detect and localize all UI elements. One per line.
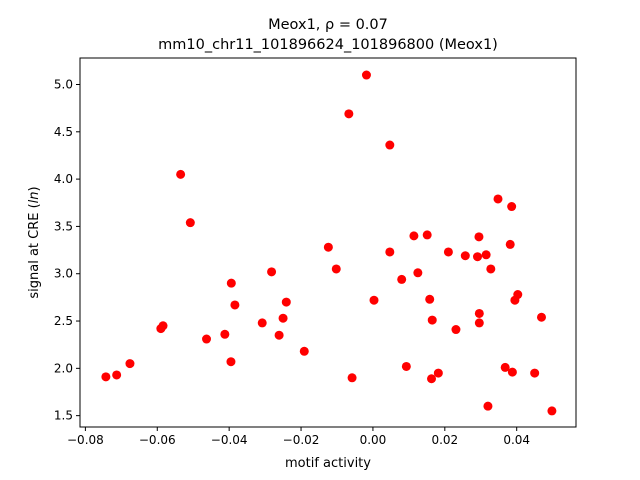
- data-point: [505, 239, 515, 249]
- data-point: [112, 370, 122, 380]
- data-point: [257, 318, 267, 328]
- y-axis-label: signal at CRE (ln): [27, 186, 42, 298]
- y-axis-label-prefix: signal at CRE (: [27, 203, 42, 298]
- data-point: [185, 218, 195, 228]
- x-axis-label: motif activity: [285, 456, 371, 471]
- data-point: [493, 194, 503, 204]
- data-point: [483, 401, 493, 411]
- data-point: [409, 231, 419, 241]
- data-point: [158, 321, 168, 331]
- data-point: [361, 70, 371, 80]
- data-point: [481, 250, 491, 260]
- data-point: [101, 372, 111, 382]
- plot-area: [79, 57, 577, 428]
- data-point: [507, 367, 517, 377]
- y-tick-label: 4.5: [54, 125, 73, 139]
- data-point: [536, 312, 546, 322]
- data-point: [413, 268, 423, 278]
- x-tick-label: 0.04: [503, 433, 530, 447]
- data-point: [401, 361, 411, 371]
- y-axis-ticks: 1.5 2.0 2.5 3.0 3.5 4.0 4.5 5.0: [54, 77, 80, 423]
- data-point: [474, 318, 484, 328]
- x-axis-ticks: −0.08 −0.06 −0.04 −0.02 0.00 0.02 0.04: [67, 427, 530, 447]
- data-point: [299, 346, 309, 356]
- data-points: [101, 70, 557, 416]
- x-tick-label: −0.08: [67, 433, 104, 447]
- data-point: [331, 264, 341, 274]
- x-tick-label: −0.06: [139, 433, 176, 447]
- y-tick-label: 2.0: [54, 361, 73, 375]
- x-tick-label: 0.02: [431, 433, 458, 447]
- y-tick-label: 5.0: [54, 77, 73, 91]
- x-tick-label: −0.04: [211, 433, 248, 447]
- plot-frame: [79, 57, 577, 428]
- data-point: [425, 294, 435, 304]
- data-point: [344, 109, 354, 119]
- y-tick-label: 3.5: [54, 219, 73, 233]
- data-point: [278, 313, 288, 323]
- data-point: [500, 362, 510, 372]
- data-point: [226, 278, 236, 288]
- data-point: [385, 247, 395, 257]
- y-tick-label: 4.0: [54, 172, 73, 186]
- chart-title-line-1: Meox1, ρ = 0.07: [268, 17, 388, 33]
- data-point: [176, 169, 186, 179]
- data-point: [397, 274, 407, 284]
- x-tick-label: 0.00: [360, 433, 387, 447]
- data-point: [474, 308, 484, 318]
- y-tick-label: 1.5: [54, 409, 73, 423]
- data-point: [433, 368, 443, 378]
- y-axis-label-suffix: ): [27, 186, 42, 191]
- data-point: [530, 368, 540, 378]
- data-point: [220, 329, 230, 339]
- data-point: [427, 315, 437, 325]
- data-point: [281, 297, 291, 307]
- data-point: [422, 230, 432, 240]
- y-tick-label: 3.0: [54, 267, 73, 281]
- data-point: [230, 300, 240, 310]
- data-point: [125, 359, 135, 369]
- data-point: [202, 334, 212, 344]
- data-point: [267, 267, 277, 277]
- data-point: [451, 325, 461, 335]
- data-point: [460, 251, 470, 261]
- data-point: [323, 242, 333, 252]
- data-point: [474, 232, 484, 242]
- data-point: [486, 264, 496, 274]
- chart-title-line-2: mm10_chr11_101896624_101896800 (Meox1): [158, 37, 498, 53]
- data-point: [369, 295, 379, 305]
- data-point: [226, 357, 236, 367]
- data-point: [427, 374, 437, 384]
- y-tick-label: 2.5: [54, 314, 73, 328]
- data-point: [347, 373, 357, 383]
- data-point: [473, 252, 483, 262]
- data-point: [547, 406, 557, 416]
- data-point: [507, 202, 517, 212]
- y-axis-label-variable: ln: [27, 191, 42, 203]
- data-point: [513, 290, 523, 300]
- data-point: [274, 330, 284, 340]
- data-point: [385, 140, 395, 150]
- x-tick-label: −0.02: [283, 433, 320, 447]
- data-point: [443, 247, 453, 257]
